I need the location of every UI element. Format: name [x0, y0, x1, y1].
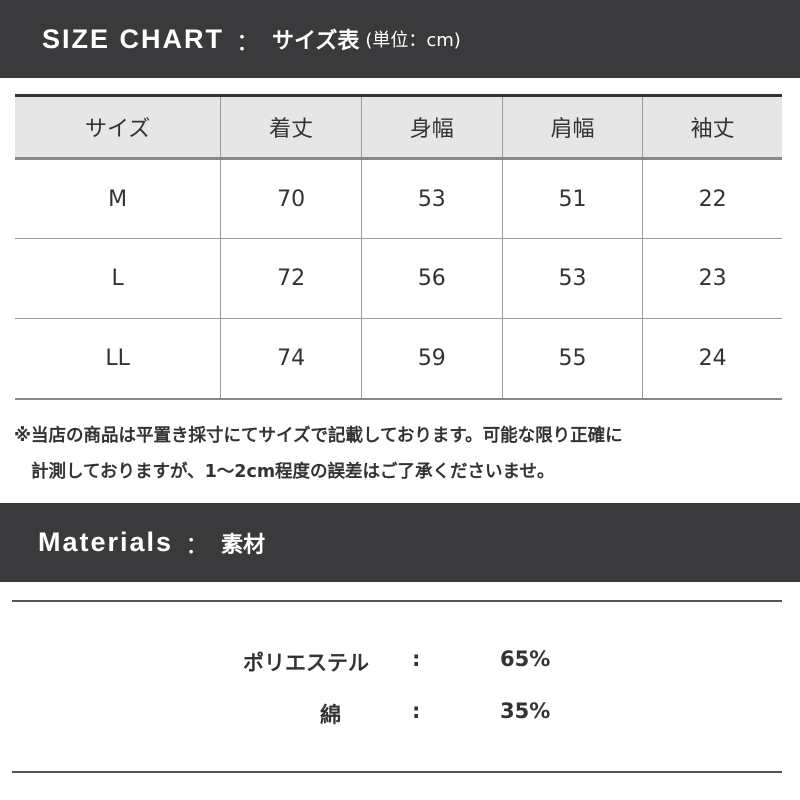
title-separator: ： — [185, 531, 210, 559]
materials-title-en: Materials — [38, 527, 174, 557]
material-value: 35% — [500, 699, 551, 723]
material-name: ポリエステル — [243, 651, 369, 675]
material-name: 綿 — [320, 703, 341, 727]
size-table: サイズ 着丈 身幅 肩幅 袖丈 M 70 53 51 22 L 72 56 53… — [15, 94, 782, 400]
table-cell: 74 — [220, 318, 362, 400]
table-cell: 24 — [642, 318, 782, 400]
header-cell: 袖丈 — [642, 95, 782, 160]
table-cell: 56 — [360, 238, 503, 319]
table-row: L 72 56 53 23 — [15, 238, 782, 319]
header-cell: 身幅 — [360, 95, 503, 160]
divider — [12, 771, 782, 773]
table-cell: 51 — [501, 158, 643, 239]
header-cell: サイズ — [15, 95, 221, 160]
table-row: M 70 53 51 22 — [15, 158, 782, 239]
table-cell: LL — [15, 318, 221, 400]
table-cell: 53 — [501, 238, 643, 319]
table-cell: 72 — [220, 238, 362, 319]
header-cell: 着丈 — [220, 95, 362, 160]
materials-header: Materials ： 素材 — [0, 503, 800, 582]
size-chart-unit: (単位：cm) — [365, 30, 461, 51]
size-chart-header: SIZE CHART ： サイズ表 (単位：cm) — [0, 0, 800, 78]
table-cell: L — [15, 238, 221, 319]
note-line-1: ※当店の商品は平置き採寸にてサイズで記載しております。可能な限り正確に — [14, 426, 623, 446]
material-colon: : — [412, 647, 421, 671]
table-cell: 53 — [360, 158, 503, 239]
material-colon: : — [412, 699, 421, 723]
divider — [12, 600, 782, 602]
table-cell: 70 — [220, 158, 362, 239]
table-cell: 23 — [642, 238, 782, 319]
title-separator: ： — [236, 27, 260, 56]
table-row: LL 74 59 55 24 — [15, 318, 782, 400]
materials-title-jp: 素材 — [221, 532, 266, 558]
size-chart-title-jp: サイズ表 — [272, 29, 360, 54]
size-chart-title-en: SIZE CHART — [42, 23, 224, 54]
measurement-note: ※当店の商品は平置き採寸にてサイズで記載しております。可能な限り正確に 計測して… — [14, 418, 623, 490]
table-cell: 59 — [360, 318, 503, 400]
material-value: 65% — [500, 647, 551, 671]
table-cell: 55 — [501, 318, 643, 400]
header-cell: 肩幅 — [501, 95, 643, 160]
table-cell: 22 — [642, 158, 782, 239]
table-header-row: サイズ 着丈 身幅 肩幅 袖丈 — [15, 95, 782, 160]
note-line-2: 計測しておりますが、1〜2cm程度の誤差はご了承くださいませ。 — [31, 462, 555, 482]
table-cell: M — [15, 158, 221, 239]
